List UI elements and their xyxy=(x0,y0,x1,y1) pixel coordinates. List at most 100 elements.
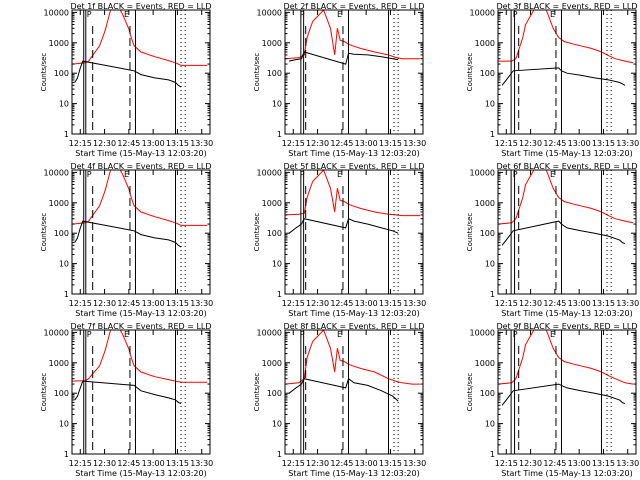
x-tick-label: 12:15 xyxy=(495,139,518,148)
y-tick-label: 1 xyxy=(490,450,495,459)
y-tick-label: 100 xyxy=(480,229,495,238)
x-tick-label: 13:15 xyxy=(166,139,189,148)
interval-marker-label: E xyxy=(550,330,555,339)
x-tick-label: 12:45 xyxy=(330,139,353,148)
interval-marker-label: E xyxy=(124,10,129,19)
y-tick-label: 10 xyxy=(272,100,282,109)
x-tick-label: 13:30 xyxy=(190,139,213,148)
x-tick-label: 12:15 xyxy=(69,459,92,468)
interval-marker-label: P xyxy=(513,10,518,19)
y-tick-label: 1 xyxy=(490,130,495,139)
y-tick-label: 1000 xyxy=(49,359,69,368)
y-tick-label: 1 xyxy=(277,130,282,139)
x-tick-label: 13:15 xyxy=(592,459,615,468)
y-axis-label: Counts/sec xyxy=(40,213,48,252)
x-axis-label: Start Time (15-May-13 12:03:20) xyxy=(501,149,632,158)
x-tick-label: 13:00 xyxy=(568,139,591,148)
events-series-line xyxy=(74,220,182,248)
x-tick-label: 12:15 xyxy=(495,459,518,468)
plot-frame xyxy=(284,169,424,295)
x-tick-label: 13:15 xyxy=(592,299,615,308)
x-tick-label: 13:30 xyxy=(190,299,213,308)
events-series-line xyxy=(74,380,182,405)
interval-marker-label: E xyxy=(550,10,555,19)
x-tick-label: 13:30 xyxy=(403,299,426,308)
x-tick-label: 12:15 xyxy=(69,139,92,148)
x-tick-label: 12:45 xyxy=(330,299,353,308)
chart-title: Det 3f BLACK = Events, RED = LLD xyxy=(496,2,637,11)
interval-marker-label: E xyxy=(337,330,342,339)
interval-marker-label: P xyxy=(87,330,92,339)
y-tick-label: 100 xyxy=(54,69,69,78)
x-tick-label: 13:30 xyxy=(403,139,426,148)
y-axis-label: Counts/sec xyxy=(40,53,48,92)
y-axis-label: Counts/sec xyxy=(253,373,261,412)
y-tick-label: 10000 xyxy=(257,8,282,17)
x-tick-label: 13:30 xyxy=(616,459,639,468)
y-tick-label: 1000 xyxy=(475,359,495,368)
y-tick-label: 10 xyxy=(485,420,495,429)
x-tick-label: 12:45 xyxy=(117,139,140,148)
x-tick-label: 13:15 xyxy=(166,299,189,308)
events-series-line xyxy=(501,220,626,246)
x-tick-label: 13:15 xyxy=(379,299,402,308)
y-tick-label: 10000 xyxy=(44,8,69,17)
y-tick-label: 1 xyxy=(277,290,282,299)
x-tick-label: 13:00 xyxy=(355,299,378,308)
chart-title: Det 8f BLACK = Events, RED = LLD xyxy=(283,322,424,331)
y-tick-label: 1 xyxy=(277,450,282,459)
interval-marker-label: P xyxy=(300,170,305,179)
x-tick-label: 13:30 xyxy=(403,459,426,468)
lld-series-line xyxy=(71,9,208,66)
events-series-line xyxy=(501,67,626,86)
y-tick-label: 10 xyxy=(59,260,69,269)
y-tick-label: 10000 xyxy=(44,328,69,337)
x-axis-label: Start Time (15-May-13 12:03:20) xyxy=(75,149,206,158)
lld-series-line xyxy=(284,329,421,385)
y-tick-label: 10 xyxy=(272,260,282,269)
interval-marker-label: E xyxy=(337,10,342,19)
x-tick-label: 13:30 xyxy=(616,139,639,148)
y-tick-label: 10000 xyxy=(257,168,282,177)
x-axis-label: Start Time (15-May-13 12:03:20) xyxy=(501,309,632,318)
y-tick-label: 10000 xyxy=(44,168,69,177)
y-axis-label: Counts/sec xyxy=(466,53,474,92)
x-tick-label: 12:45 xyxy=(543,299,566,308)
x-tick-label: 12:30 xyxy=(306,459,329,468)
y-tick-label: 100 xyxy=(54,389,69,398)
x-tick-label: 12:15 xyxy=(495,299,518,308)
x-tick-label: 12:30 xyxy=(306,299,329,308)
plot-frame xyxy=(497,9,637,135)
chart-title: Det 9f BLACK = Events, RED = LLD xyxy=(496,322,637,331)
x-tick-label: 13:00 xyxy=(355,139,378,148)
y-tick-label: 10000 xyxy=(257,328,282,337)
x-tick-label: 13:15 xyxy=(166,459,189,468)
x-axis-label: Start Time (15-May-13 12:03:20) xyxy=(75,469,206,478)
events-series-line xyxy=(74,60,182,88)
chart-title: Det 5f BLACK = Events, RED = LLD xyxy=(283,162,424,171)
chart-title: Det 4f BLACK = Events, RED = LLD xyxy=(70,162,211,171)
y-tick-label: 1000 xyxy=(475,199,495,208)
x-tick-label: 12:30 xyxy=(93,299,116,308)
plot-frame xyxy=(71,329,211,455)
x-tick-label: 13:30 xyxy=(616,299,639,308)
x-tick-label: 12:45 xyxy=(543,459,566,468)
y-tick-label: 1000 xyxy=(262,39,282,48)
chart-title: Det 1f BLACK = Events, RED = LLD xyxy=(70,2,211,11)
y-tick-label: 1 xyxy=(490,290,495,299)
interval-marker-label: P xyxy=(513,330,518,339)
y-tick-label: 100 xyxy=(267,389,282,398)
y-tick-label: 1000 xyxy=(49,39,69,48)
interval-marker-label: P xyxy=(300,10,305,19)
y-tick-label: 10000 xyxy=(470,8,495,17)
y-tick-label: 10 xyxy=(59,100,69,109)
x-tick-label: 13:15 xyxy=(379,459,402,468)
interval-marker-label: E xyxy=(124,330,129,339)
interval-marker-label: P xyxy=(87,170,92,179)
